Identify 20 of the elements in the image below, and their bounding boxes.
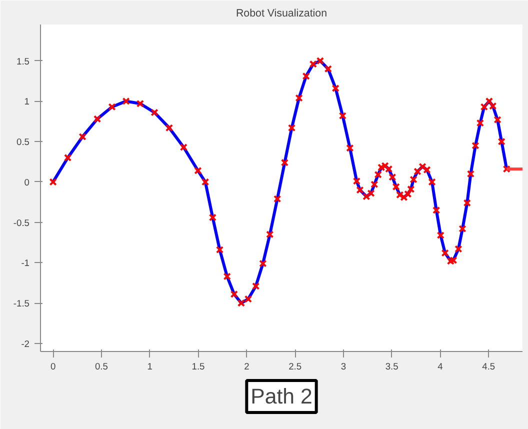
x-tick-label: 1.5 — [192, 362, 205, 372]
x-tick-label: 3.5 — [385, 362, 398, 372]
y-tick-label: 1.5 — [16, 56, 30, 66]
y-tick-label: -1.5 — [13, 298, 30, 309]
x-tick-label: 2 — [244, 362, 250, 372]
y-tick-label: 0.5 — [16, 137, 30, 148]
y-tick-label: -2 — [21, 338, 30, 349]
chart-title: Robot Visualization — [236, 8, 328, 20]
x-tick-label: 2.5 — [288, 362, 302, 372]
x-tick-label: 1 — [147, 362, 152, 372]
x-tick-label: 4.5 — [482, 362, 496, 372]
y-tick-label: -0.5 — [13, 218, 30, 228]
x-tick-label: 0.5 — [94, 362, 108, 372]
x-tick-label: 0 — [50, 362, 56, 372]
x-tick-label: 4 — [438, 362, 443, 372]
text: Path 2 — [250, 384, 312, 408]
y-tick-label: -1 — [21, 258, 30, 268]
x-tick-label: 3 — [340, 362, 346, 372]
y-tick-label: 0 — [24, 177, 30, 188]
y-tick-label: 1 — [24, 96, 30, 107]
